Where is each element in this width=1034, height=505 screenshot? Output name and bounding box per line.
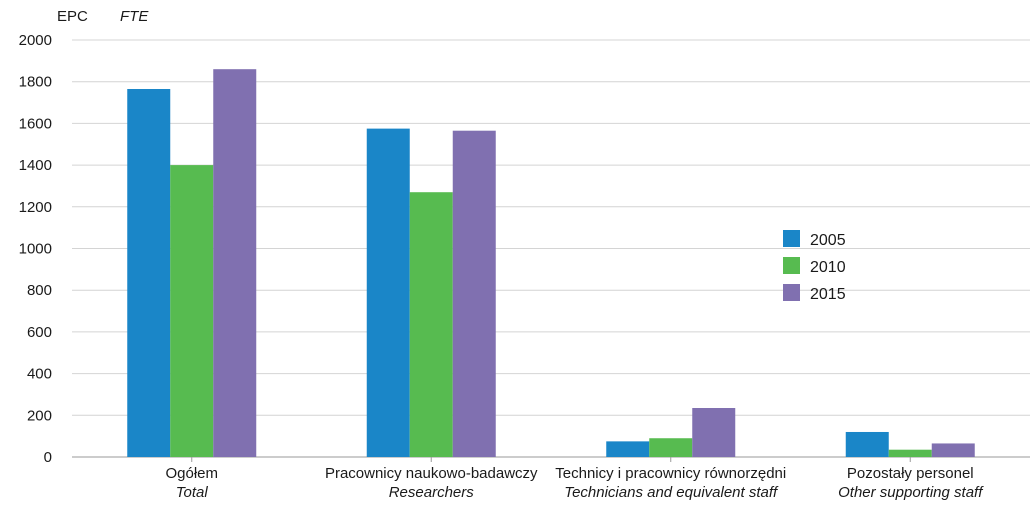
bar-2015-2 (452, 130, 496, 457)
y-axis-unit-label-english: FTE (120, 8, 149, 25)
y-tick-label: 200 (27, 407, 52, 424)
bar-2005-2 (366, 128, 410, 458)
legend-label-2010: 2010 (810, 259, 846, 276)
bar-2005-4 (845, 431, 889, 457)
y-tick-label: 1800 (19, 74, 52, 91)
legend-swatch-2005 (783, 230, 800, 247)
y-axis-ticks: 0 200 400 600 800 1000 1200 1400 1600 1800 2000 (19, 32, 52, 466)
category-label: Ogółem (165, 465, 218, 482)
category-sublabel: Technicians and equivalent staff (564, 484, 779, 501)
y-tick-label: 1000 (19, 241, 52, 258)
legend-label-2005: 2005 (810, 232, 846, 249)
bar-2015-4 (931, 443, 975, 457)
bar-2010-1 (170, 165, 214, 457)
y-tick-label: 1400 (19, 157, 52, 174)
category-sublabel: Other supporting staff (838, 484, 984, 501)
legend-label-2015: 2015 (810, 286, 846, 303)
y-axis-unit-label: EPC (57, 8, 88, 25)
y-tick-label: 2000 (19, 32, 52, 49)
x-axis: Ogółem Total Pracownicy naukowo-badawczy Re… (165, 457, 984, 501)
y-tick-label: 400 (27, 366, 52, 383)
y-tick-label: 600 (27, 324, 52, 341)
legend-swatch-2015 (783, 284, 800, 301)
y-tick-label: 800 (27, 282, 52, 299)
y-tick-label: 1200 (19, 199, 52, 216)
bar-2015-3 (692, 408, 736, 457)
legend: 2005 2010 2015 (783, 230, 846, 303)
bar-2010-2 (409, 192, 453, 457)
y-tick-label: 0 (44, 449, 52, 466)
legend-swatch-2010 (783, 257, 800, 274)
category-sublabel: Researchers (389, 484, 475, 501)
bars (127, 69, 975, 458)
bar-2010-4 (888, 449, 932, 457)
bar-2005-3 (606, 441, 650, 457)
bar-2015-1 (213, 69, 257, 457)
y-tick-label: 1600 (19, 115, 52, 132)
category-label: Pracownicy naukowo-badawczy (325, 465, 538, 482)
category-sublabel: Total (176, 484, 209, 501)
category-label: Pozostały personel (847, 465, 974, 482)
category-label: Technicy i pracownicy równorzędni (555, 465, 786, 482)
bar-2010-3 (649, 438, 693, 457)
bar-2005-1 (127, 88, 171, 457)
